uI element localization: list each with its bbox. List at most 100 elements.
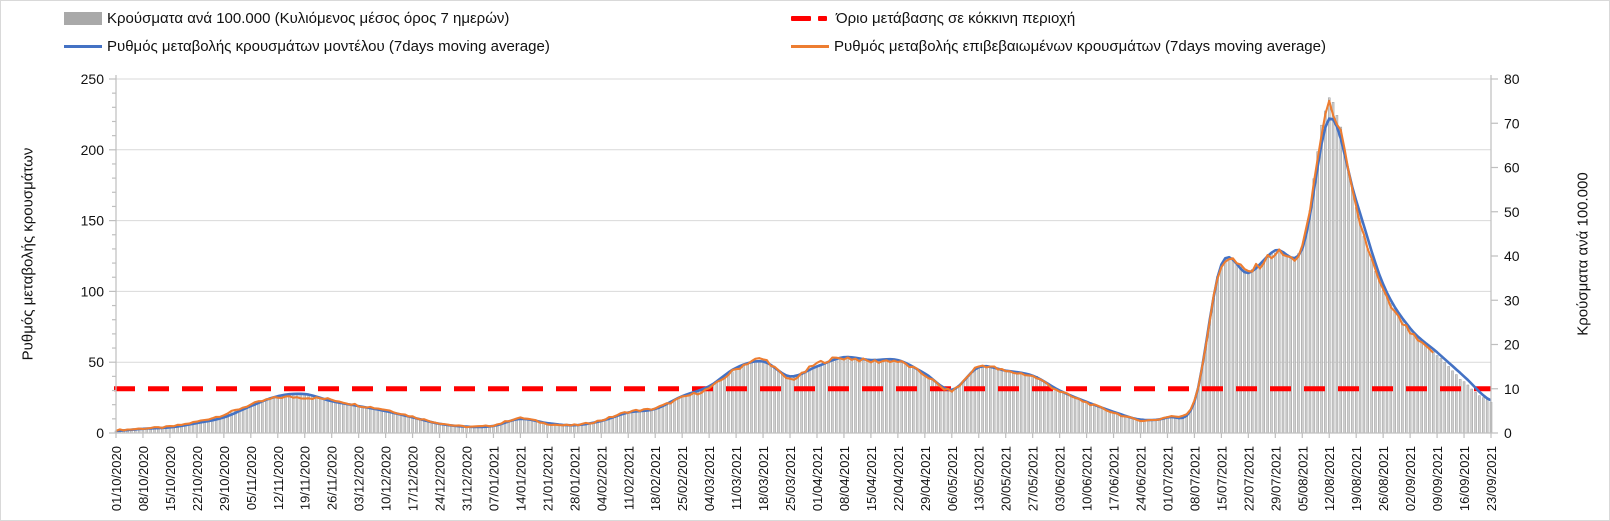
bar bbox=[1254, 268, 1258, 434]
bar bbox=[276, 396, 280, 434]
bar bbox=[1478, 395, 1481, 434]
bar bbox=[1274, 252, 1277, 434]
bar bbox=[1077, 398, 1081, 434]
x-tick-label: 05/11/2020 bbox=[244, 446, 259, 510]
bar bbox=[1277, 251, 1281, 434]
bar bbox=[237, 409, 241, 434]
bar bbox=[1455, 374, 1458, 434]
bar bbox=[1439, 357, 1443, 434]
model-line bbox=[115, 117, 1492, 433]
bar bbox=[854, 357, 857, 434]
left-axis-tick-label: 200 bbox=[81, 142, 105, 158]
bar bbox=[1185, 415, 1188, 434]
bar bbox=[1243, 270, 1246, 434]
bar bbox=[977, 367, 980, 434]
bar bbox=[881, 358, 884, 434]
x-tick-label: 10/12/2020 bbox=[379, 446, 394, 511]
bar bbox=[1054, 388, 1058, 434]
x-tick-label: 03/06/2021 bbox=[1053, 446, 1068, 511]
legend-item-model-line: Ρυθμός μεταβολής κρουσμάτων μοντέλου (7d… bbox=[64, 38, 550, 55]
bar bbox=[692, 392, 695, 434]
x-tick-label: 20/05/2021 bbox=[999, 446, 1014, 511]
bar bbox=[1482, 397, 1485, 434]
bar bbox=[827, 361, 830, 434]
bar bbox=[338, 402, 341, 434]
bar bbox=[395, 413, 399, 434]
bar bbox=[885, 359, 888, 434]
bar bbox=[388, 411, 391, 434]
bar bbox=[634, 410, 638, 434]
bar bbox=[665, 403, 669, 434]
bar bbox=[288, 395, 291, 434]
bar bbox=[1000, 369, 1004, 434]
x-tick-label: 18/02/2021 bbox=[648, 446, 663, 511]
bar bbox=[1250, 269, 1254, 434]
right-axis-tick-label: 30 bbox=[1504, 292, 1520, 308]
bar bbox=[330, 401, 333, 434]
bar bbox=[1197, 388, 1200, 434]
bar bbox=[765, 362, 769, 434]
bar bbox=[873, 358, 877, 434]
bar bbox=[1451, 370, 1454, 434]
bar bbox=[261, 400, 264, 434]
bar bbox=[523, 418, 526, 434]
bar bbox=[677, 398, 680, 434]
x-tick-label: 03/12/2020 bbox=[352, 446, 367, 511]
bar bbox=[372, 408, 376, 434]
confirmed-line bbox=[115, 99, 1434, 432]
bar bbox=[1358, 218, 1362, 434]
bar bbox=[430, 422, 434, 434]
bar bbox=[311, 395, 314, 434]
bar bbox=[1270, 252, 1273, 434]
bar bbox=[1231, 260, 1235, 434]
bar bbox=[958, 385, 961, 434]
bar bbox=[892, 359, 896, 434]
bar bbox=[1351, 188, 1354, 434]
bar bbox=[519, 418, 522, 434]
bar bbox=[630, 411, 634, 434]
bar bbox=[530, 419, 534, 434]
bar bbox=[1385, 295, 1389, 434]
x-tick-label: 13/05/2021 bbox=[972, 446, 987, 511]
bar bbox=[1412, 333, 1416, 434]
bar bbox=[318, 398, 322, 434]
bar bbox=[1004, 370, 1007, 434]
bar bbox=[1239, 267, 1242, 434]
bar bbox=[661, 405, 665, 434]
bar bbox=[938, 386, 942, 434]
bar bbox=[1447, 366, 1450, 434]
left-axis-tick-label: 150 bbox=[81, 213, 105, 229]
bar bbox=[684, 394, 688, 434]
bar bbox=[1431, 350, 1435, 434]
bar bbox=[419, 419, 422, 434]
x-tick-label: 08/10/2020 bbox=[136, 446, 151, 511]
x-axis-ticks: 01/10/2020 08/10/2020 15/10/2020 22/10/2020… bbox=[109, 433, 1499, 511]
bar bbox=[1131, 417, 1135, 434]
x-tick-label: 29/10/2020 bbox=[217, 446, 232, 511]
bar bbox=[1012, 371, 1015, 434]
bar bbox=[688, 394, 692, 434]
x-tick-label: 26/08/2021 bbox=[1376, 446, 1391, 511]
bar bbox=[769, 364, 773, 434]
gridlines bbox=[116, 78, 1491, 363]
bar bbox=[1066, 393, 1069, 434]
right-axis-tick-label: 10 bbox=[1504, 381, 1520, 397]
right-axis-ticks: 0 10 20 30 40 50 60 70 80 bbox=[1491, 71, 1520, 441]
cases-bars bbox=[114, 97, 1493, 434]
x-tick-label: 09/09/2021 bbox=[1430, 446, 1445, 511]
bar bbox=[973, 368, 977, 434]
x-tick-label: 01/10/2020 bbox=[109, 446, 124, 511]
bar bbox=[1281, 253, 1285, 434]
right-axis-tick-label: 70 bbox=[1504, 115, 1520, 131]
bar bbox=[1112, 411, 1115, 434]
bar bbox=[896, 359, 900, 434]
bar bbox=[908, 364, 911, 434]
bar bbox=[1027, 373, 1031, 434]
bar bbox=[869, 360, 873, 434]
bar bbox=[1389, 303, 1393, 434]
bar bbox=[241, 407, 245, 434]
bar bbox=[1081, 399, 1084, 434]
bar bbox=[1193, 402, 1196, 434]
bar bbox=[1258, 264, 1262, 434]
bar bbox=[1170, 416, 1173, 434]
